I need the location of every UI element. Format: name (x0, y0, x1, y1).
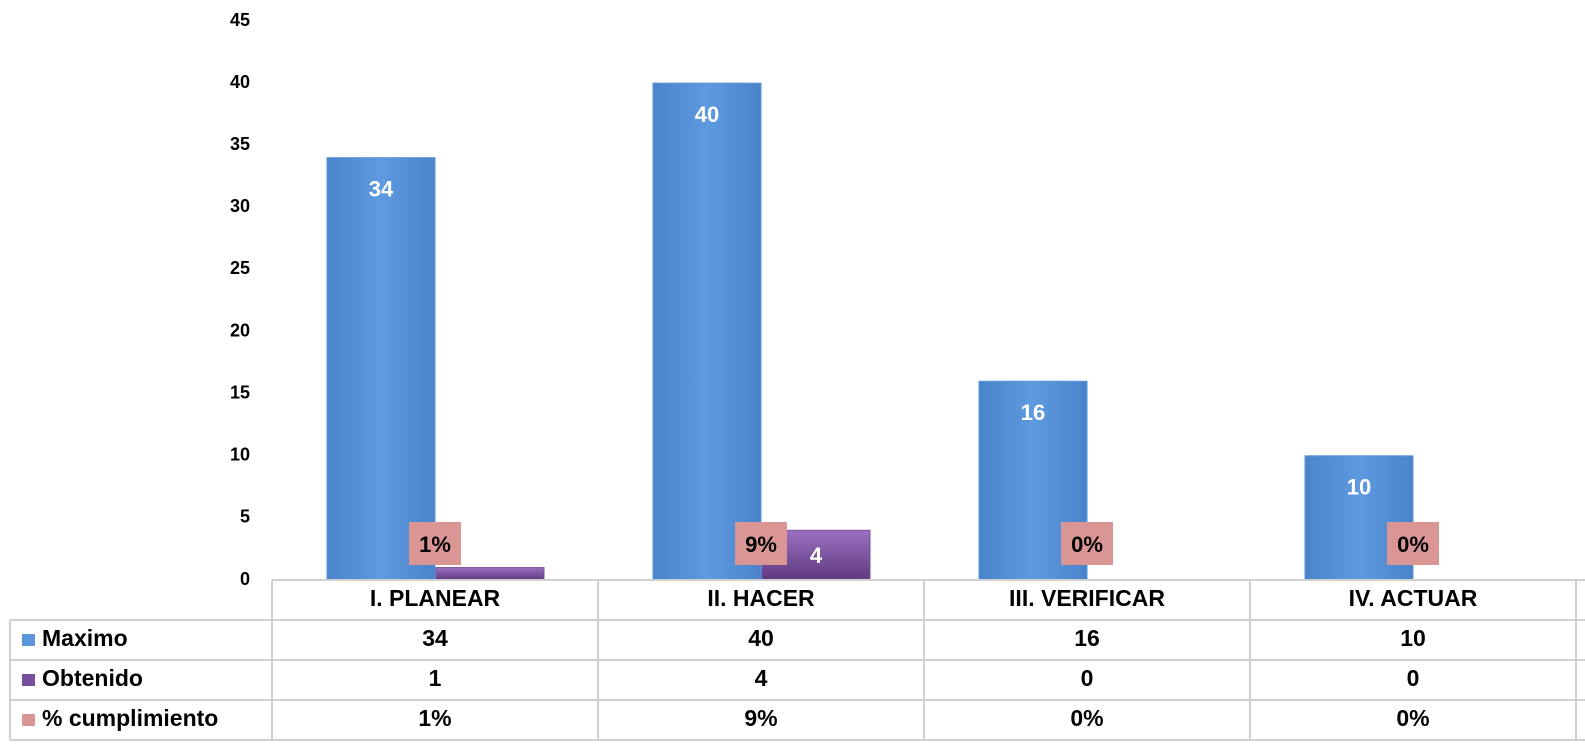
table-cell: 0 (1407, 665, 1420, 691)
data-label: 16 (1021, 400, 1045, 425)
x-tick-label: IV. ACTUAR (1349, 585, 1478, 611)
data-label: 0% (1071, 532, 1103, 557)
data-label: 34 (369, 176, 394, 201)
table-cell: 40 (748, 625, 774, 651)
data-label: 1% (419, 532, 451, 557)
data-label: 10 (1347, 475, 1371, 500)
data-label-box (409, 522, 461, 565)
data-label: 4 (810, 543, 823, 568)
legend-swatch (22, 674, 35, 686)
table-cell: 1% (418, 705, 451, 731)
data-label: 40 (695, 102, 719, 127)
table-cell: 0% (1070, 705, 1103, 731)
y-tick-label: 30 (230, 196, 250, 216)
x-tick-label: III. VERIFICAR (1009, 585, 1165, 611)
y-tick-label: 5 (240, 507, 250, 527)
legend-swatch (22, 634, 35, 646)
y-tick-label: 20 (230, 320, 250, 340)
x-tick-label: I. PLANEAR (370, 585, 501, 611)
data-label-box (735, 522, 787, 565)
data-label: 9% (745, 532, 777, 557)
x-tick-label: II. HACER (707, 585, 815, 611)
table-cell: 9% (744, 705, 777, 731)
bar (652, 82, 762, 581)
data-label-box (1387, 522, 1439, 565)
legend-label: Maximo (42, 625, 128, 651)
table-cell: 4 (755, 665, 768, 691)
table-cell: 34 (422, 625, 448, 651)
table-cell: 0% (1396, 705, 1429, 731)
y-tick-label: 25 (230, 258, 250, 278)
table-cell: 0 (1081, 665, 1094, 691)
y-tick-label: 40 (230, 72, 250, 92)
bar (326, 157, 436, 581)
data-label: 0% (1397, 532, 1429, 557)
bar (435, 567, 545, 581)
y-tick-label: 15 (230, 382, 250, 402)
legend-swatch (22, 714, 35, 726)
y-tick-label: 0 (240, 569, 250, 589)
y-tick-label: 45 (230, 10, 250, 30)
table-cell: 10 (1400, 625, 1426, 651)
table-cell: 16 (1074, 625, 1100, 651)
data-label-box (1061, 522, 1113, 565)
legend-label: % cumplimiento (42, 705, 218, 731)
legend-label: Obtenido (42, 665, 143, 691)
table-cell: 1 (429, 665, 442, 691)
y-tick-label: 10 (230, 445, 250, 465)
y-tick-label: 35 (230, 134, 250, 154)
